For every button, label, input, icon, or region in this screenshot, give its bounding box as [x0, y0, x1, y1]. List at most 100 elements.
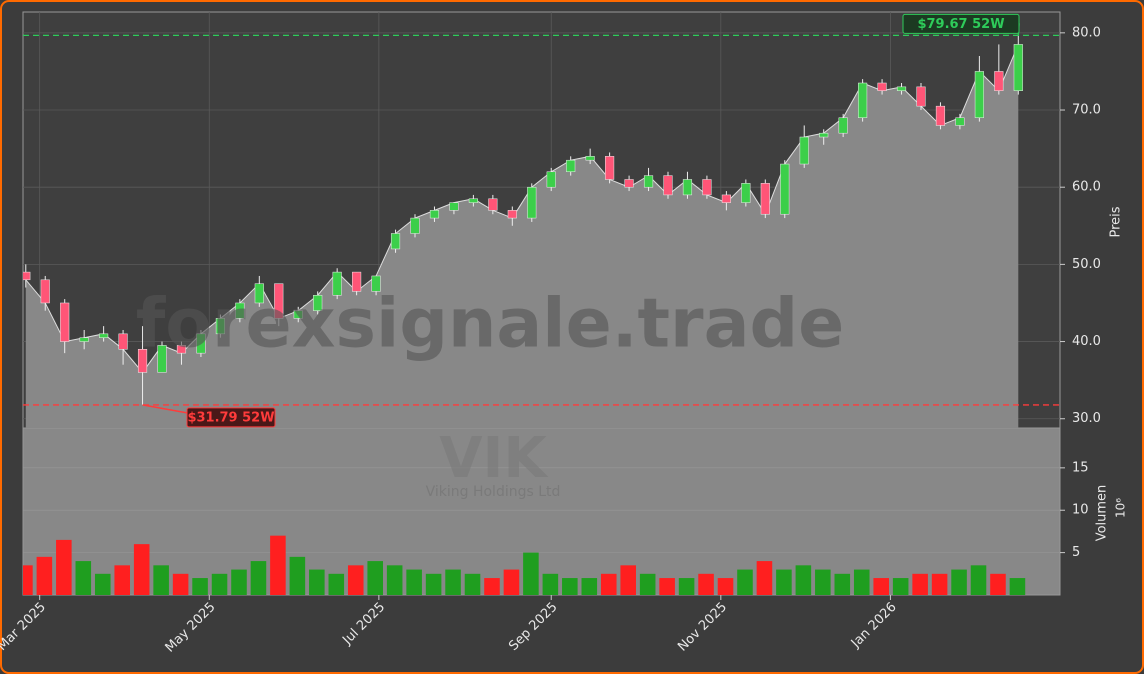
- candle-body: [974, 71, 984, 118]
- y-axis-label: Preis: [1109, 206, 1124, 237]
- candle-body: [605, 156, 615, 180]
- price-line: [25, 44, 1019, 374]
- candle-body: [760, 183, 770, 215]
- high-label-box: [902, 13, 1020, 34]
- candle-body: [429, 210, 440, 219]
- volume-bar: [737, 569, 753, 595]
- volume-bar: [873, 578, 889, 595]
- candle-body: [215, 318, 225, 335]
- price-area: [25, 44, 1019, 428]
- candle-body: [137, 349, 148, 373]
- volume-bar: [542, 573, 559, 595]
- candle-body: [274, 283, 284, 319]
- candle-body: [390, 233, 401, 250]
- volume-bar: [133, 544, 150, 595]
- volume-bar: [776, 569, 792, 595]
- volume-bar: [464, 573, 481, 595]
- y-tick-label: 40.0: [1072, 334, 1101, 349]
- volume-bar: [600, 573, 617, 595]
- candle-body: [896, 86, 907, 91]
- volume-bar: [853, 569, 870, 595]
- volume-bar: [620, 565, 636, 595]
- volume-bar: [581, 578, 598, 595]
- volume-bar: [678, 578, 695, 595]
- volume-bar: [172, 573, 189, 595]
- volume-bar: [23, 565, 33, 595]
- candle-body: [488, 198, 498, 211]
- volume-bar: [815, 569, 831, 595]
- candle-body: [702, 179, 712, 196]
- candle-body: [994, 71, 1004, 91]
- volume-bar: [386, 565, 403, 595]
- candle-body: [916, 86, 926, 107]
- candle-body: [23, 271, 31, 281]
- volume-bar: [562, 578, 578, 595]
- volume-bar: [406, 569, 422, 595]
- volume-bar: [892, 578, 909, 595]
- volume-bar: [484, 578, 500, 595]
- volume-bar: [192, 578, 208, 595]
- y-tick-label: 80.0: [1072, 25, 1101, 40]
- candle-body: [585, 156, 595, 161]
- candle-body: [99, 333, 109, 338]
- volume-bar: [659, 578, 675, 595]
- volume-bar: [347, 565, 364, 595]
- ticker-watermark: VIK: [439, 426, 549, 491]
- candle-body: [624, 179, 634, 188]
- candle-body: [955, 117, 965, 126]
- volume-axis-unit: 10⁶: [1114, 498, 1128, 518]
- candle-body: [566, 159, 576, 173]
- watermark: forexsignale.trade: [136, 285, 845, 364]
- volume-axis-label: Volumen: [1095, 485, 1110, 542]
- volume-bar: [250, 561, 267, 595]
- candle-body: [196, 333, 206, 354]
- volume-bar: [36, 556, 53, 595]
- candle-body: [254, 283, 264, 304]
- volume-bar: [445, 569, 461, 595]
- candle-body: [643, 175, 654, 188]
- volume-bar: [231, 569, 247, 595]
- volume-bar: [970, 565, 987, 595]
- candle-body: [741, 183, 751, 203]
- volume-bar: [94, 573, 111, 595]
- candle-body: [507, 210, 517, 219]
- volume-bar: [717, 578, 734, 595]
- candle-body: [332, 271, 342, 296]
- volume-bar: [367, 561, 383, 595]
- candle-body: [527, 186, 537, 219]
- candle-body: [313, 295, 323, 311]
- candle-body: [1013, 44, 1023, 91]
- candle-body: [838, 117, 848, 134]
- plot: [23, 12, 1060, 595]
- volume-bar: [75, 561, 92, 595]
- candle-body: [118, 333, 128, 350]
- candle-body: [293, 310, 303, 319]
- low-label-box: [186, 407, 276, 428]
- candle-body: [235, 302, 245, 319]
- volume-bar: [1009, 578, 1026, 595]
- volume-bar: [795, 565, 812, 595]
- candle-body: [780, 163, 790, 215]
- candle-body: [157, 345, 167, 373]
- volume-bar: [912, 573, 928, 595]
- low-arrow: [142, 404, 188, 414]
- candle-body: [79, 337, 89, 342]
- candle-body: [877, 82, 887, 91]
- candle-body: [546, 171, 556, 188]
- volume-bar: [951, 569, 967, 595]
- candle-body: [449, 202, 459, 211]
- high-label: $79.67 52W: [917, 17, 1004, 32]
- volume-bar: [503, 569, 520, 595]
- volume-bar: [834, 573, 851, 595]
- candle-body: [60, 302, 70, 342]
- company-watermark: Viking Holdings Ltd: [426, 484, 561, 500]
- candle-body: [858, 82, 868, 118]
- volume-bar: [56, 539, 72, 595]
- y-tick-label: 30.0: [1072, 411, 1101, 426]
- candle-body: [410, 217, 420, 234]
- volume-bar: [309, 569, 325, 595]
- candle-body: [352, 271, 362, 292]
- candle-body: [176, 345, 187, 354]
- candle-body: [40, 279, 50, 304]
- volume-bar: [289, 556, 306, 595]
